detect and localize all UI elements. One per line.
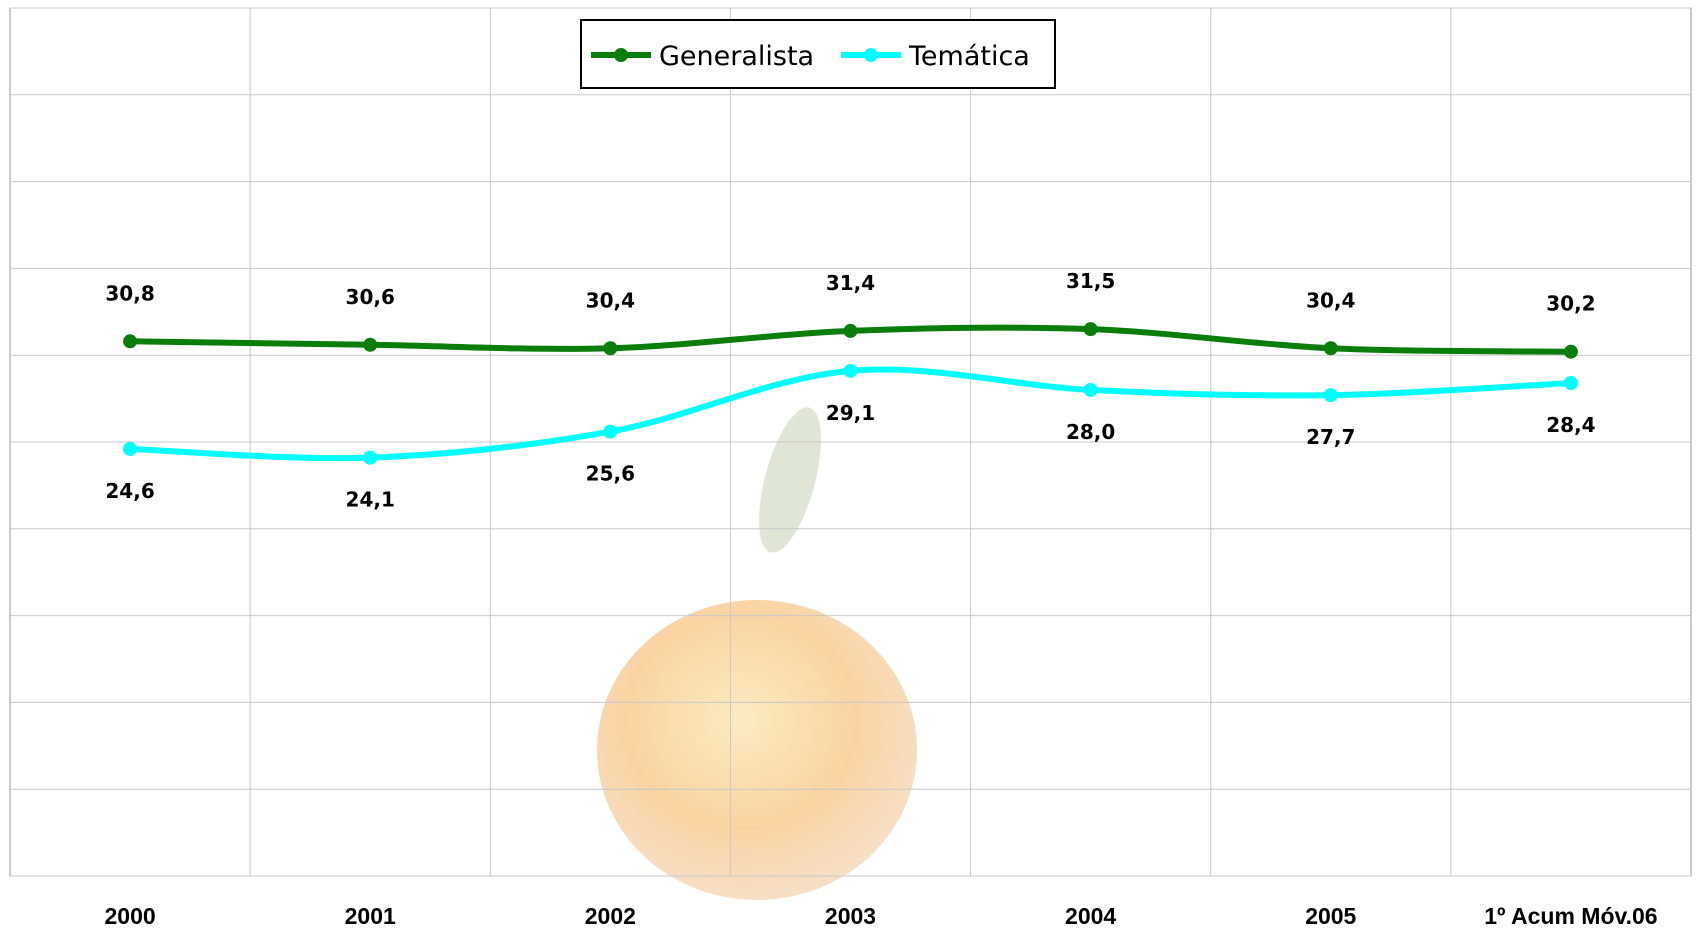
data-point [1564, 376, 1578, 390]
x-tick-label: 2000 [104, 903, 155, 928]
data-point [363, 451, 377, 465]
data-label: 27,7 [1306, 425, 1355, 449]
data-label: 28,0 [1066, 420, 1115, 444]
data-point [1084, 322, 1098, 336]
data-label: 31,5 [1066, 269, 1115, 293]
data-point [603, 341, 617, 355]
legend: Generalista Temática [581, 20, 1055, 88]
data-point [844, 364, 858, 378]
data-label: 28,4 [1546, 413, 1595, 437]
data-point [123, 334, 137, 348]
legend-label: Temática [908, 41, 1030, 72]
data-point [1084, 383, 1098, 397]
data-label: 29,1 [826, 401, 875, 425]
data-label: 30,4 [1306, 288, 1355, 312]
data-point [1324, 341, 1338, 355]
data-point [363, 338, 377, 352]
legend-label: Generalista [659, 41, 814, 72]
data-label: 30,6 [346, 285, 395, 309]
data-point [1324, 388, 1338, 402]
x-tick-label: 2002 [585, 903, 636, 928]
watermark [597, 401, 917, 900]
x-tick-label: 2003 [825, 903, 876, 928]
data-point [123, 442, 137, 456]
series: 30,8 30,6 30,4 31,4 31,5 30,4 30,2 24,6 24,1 25,6… [105, 269, 1595, 511]
data-point [844, 324, 858, 338]
x-tick-label: 2005 [1305, 903, 1356, 928]
data-label: 24,6 [105, 479, 154, 503]
x-tick-label: 1º Acum Móv.06 [1484, 903, 1657, 928]
x-tick-label: 2004 [1065, 903, 1116, 928]
data-label: 30,4 [586, 288, 635, 312]
data-label: 30,8 [105, 281, 154, 305]
data-point [603, 425, 617, 439]
x-tick-label: 2001 [345, 903, 396, 928]
data-label: 24,1 [346, 488, 395, 512]
chart: 30,8 30,6 30,4 31,4 31,5 30,4 30,2 24,6 24,1 25,6… [0, 0, 1696, 928]
legend-marker [614, 48, 628, 62]
data-point [1564, 345, 1578, 359]
data-label: 31,4 [826, 271, 875, 295]
data-label: 30,2 [1546, 292, 1595, 316]
data-label: 25,6 [586, 462, 635, 486]
legend-marker [864, 48, 878, 62]
